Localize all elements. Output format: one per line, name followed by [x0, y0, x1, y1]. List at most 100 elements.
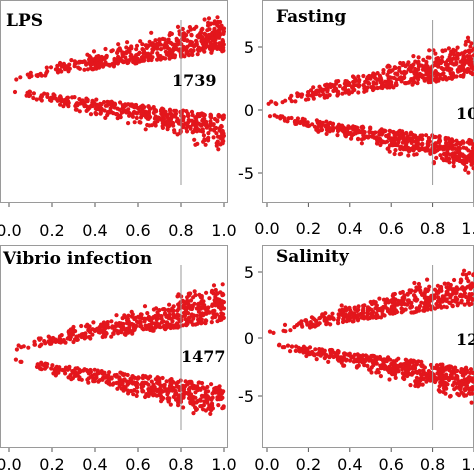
- data-point: [202, 386, 207, 391]
- data-point: [122, 315, 128, 320]
- data-point: [153, 123, 158, 128]
- data-point: [117, 375, 122, 380]
- data-point: [44, 65, 49, 70]
- data-point: [397, 65, 402, 70]
- data-point: [115, 50, 120, 56]
- data-point: [208, 119, 213, 124]
- data-point: [113, 374, 118, 379]
- data-point: [419, 142, 425, 147]
- data-point: [95, 57, 100, 62]
- data-point: [348, 358, 353, 363]
- data-point: [170, 50, 175, 56]
- data-point: [332, 350, 337, 355]
- data-point: [210, 36, 215, 41]
- data-point: [305, 347, 310, 353]
- data-point: [18, 359, 23, 364]
- count-label: 1739: [172, 71, 217, 90]
- data-point: [323, 311, 328, 316]
- data-point: [219, 133, 224, 138]
- count-label: 12: [456, 330, 474, 349]
- data-point: [275, 114, 280, 119]
- data-point: [317, 93, 323, 98]
- data-point: [411, 62, 416, 67]
- data-point: [401, 375, 406, 381]
- data-point: [118, 370, 123, 375]
- data-point: [440, 48, 445, 53]
- data-point: [165, 113, 170, 118]
- data-point: [419, 300, 424, 305]
- data-point: [107, 377, 112, 382]
- data-point: [433, 51, 438, 56]
- data-point: [194, 24, 199, 29]
- data-point: [221, 405, 226, 410]
- data-point: [212, 313, 217, 318]
- data-point: [292, 119, 297, 125]
- data-point: [92, 367, 97, 372]
- data-point: [81, 368, 86, 373]
- x-tick-label: 0.8: [420, 219, 445, 238]
- data-point: [451, 51, 456, 57]
- data-point: [14, 347, 19, 352]
- data-point: [369, 370, 374, 375]
- data-point: [214, 20, 219, 25]
- data-point: [111, 64, 116, 69]
- data-point: [455, 51, 460, 56]
- data-point: [455, 45, 460, 50]
- data-point: [464, 272, 469, 277]
- data-point: [332, 88, 337, 93]
- data-point: [158, 42, 163, 47]
- x-tick-label: 1.0: [211, 455, 236, 474]
- data-point: [189, 303, 194, 308]
- data-point: [94, 106, 99, 112]
- data-point: [201, 299, 206, 304]
- data-point: [402, 69, 407, 74]
- data-point: [469, 149, 474, 154]
- data-point: [464, 385, 469, 391]
- data-point: [340, 124, 345, 129]
- data-point: [379, 306, 384, 311]
- data-point: [464, 276, 469, 281]
- data-point: [85, 52, 90, 57]
- data-point: [164, 320, 170, 325]
- data-point: [162, 311, 168, 316]
- data-point: [105, 110, 110, 115]
- data-point: [466, 377, 472, 382]
- data-point: [162, 43, 167, 48]
- data-point: [355, 318, 361, 323]
- data-point: [208, 43, 214, 48]
- data-point: [437, 389, 442, 394]
- data-point: [310, 316, 316, 321]
- data-point: [378, 365, 384, 371]
- data-point: [374, 361, 379, 366]
- data-point: [143, 394, 148, 400]
- data-point: [188, 39, 193, 45]
- data-point: [166, 53, 171, 58]
- data-point: [378, 142, 383, 148]
- data-point: [347, 305, 352, 310]
- data-point: [411, 358, 416, 364]
- data-point: [359, 141, 364, 146]
- data-point: [354, 365, 359, 370]
- x-tick-label: 0.6: [378, 219, 403, 238]
- data-point: [39, 98, 44, 103]
- data-point: [420, 74, 425, 80]
- data-point: [31, 91, 36, 96]
- data-point: [471, 166, 474, 171]
- data-point: [292, 325, 297, 330]
- data-point: [187, 52, 192, 57]
- data-point: [326, 125, 332, 130]
- data-point: [415, 81, 420, 86]
- data-point: [311, 92, 317, 97]
- data-point: [82, 67, 87, 72]
- data-point: [200, 27, 205, 32]
- data-point: [469, 400, 474, 405]
- data-point: [71, 339, 76, 345]
- data-point: [217, 33, 222, 39]
- data-point: [168, 40, 174, 46]
- data-point: [467, 153, 472, 158]
- data-point: [176, 380, 181, 385]
- data-point: [155, 57, 160, 62]
- data-point: [175, 132, 180, 137]
- data-point: [221, 312, 226, 317]
